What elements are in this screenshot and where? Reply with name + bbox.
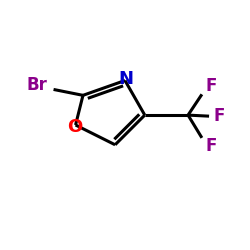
Text: O: O [67,118,82,136]
Text: F: F [205,137,217,155]
Text: Br: Br [27,76,48,94]
Text: N: N [119,70,134,88]
Text: F: F [213,107,225,125]
Text: F: F [205,77,217,95]
